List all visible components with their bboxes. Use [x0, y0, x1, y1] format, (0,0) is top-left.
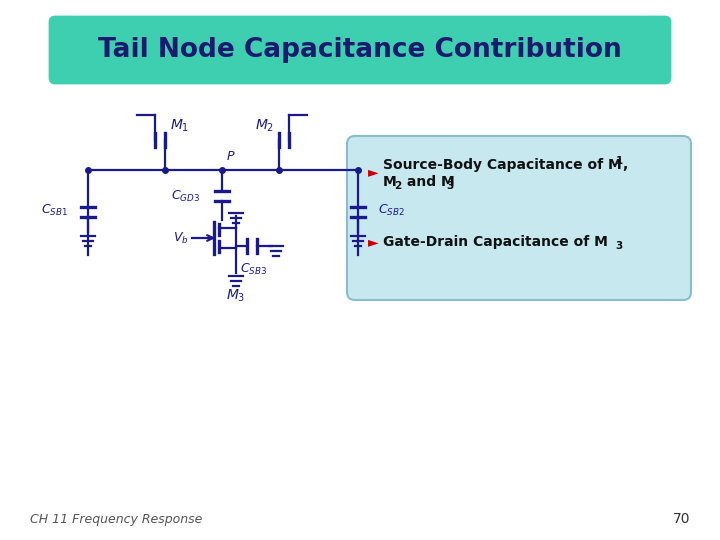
Text: and M: and M	[402, 175, 455, 189]
Text: $P$: $P$	[226, 150, 235, 163]
Text: 70: 70	[672, 512, 690, 526]
Text: Source-Body Capacitance of M: Source-Body Capacitance of M	[383, 158, 622, 172]
Text: $M_3$: $M_3$	[226, 288, 246, 305]
Text: ►: ►	[368, 165, 379, 179]
FancyBboxPatch shape	[347, 136, 691, 300]
Text: ,: ,	[622, 158, 627, 172]
Text: $M_1$: $M_1$	[170, 118, 189, 134]
Text: M: M	[383, 175, 397, 189]
Text: CH 11 Frequency Response: CH 11 Frequency Response	[30, 513, 202, 526]
FancyBboxPatch shape	[50, 17, 670, 83]
Text: $V_b$: $V_b$	[174, 231, 189, 246]
Text: $C_{GD3}$: $C_{GD3}$	[171, 188, 200, 204]
Text: 3: 3	[615, 241, 622, 251]
Text: $C_{SB1}$: $C_{SB1}$	[41, 202, 68, 218]
Text: $C_{SB2}$: $C_{SB2}$	[378, 202, 405, 218]
Text: $C_{SB3}$: $C_{SB3}$	[240, 262, 268, 277]
Text: 1: 1	[616, 156, 624, 166]
Text: 3: 3	[446, 181, 454, 191]
Text: $M_2$: $M_2$	[255, 118, 274, 134]
Text: 2: 2	[394, 181, 401, 191]
Text: Gate-Drain Capacitance of M: Gate-Drain Capacitance of M	[383, 235, 608, 249]
Text: ►: ►	[368, 235, 379, 249]
Text: Tail Node Capacitance Contribution: Tail Node Capacitance Contribution	[98, 37, 622, 63]
